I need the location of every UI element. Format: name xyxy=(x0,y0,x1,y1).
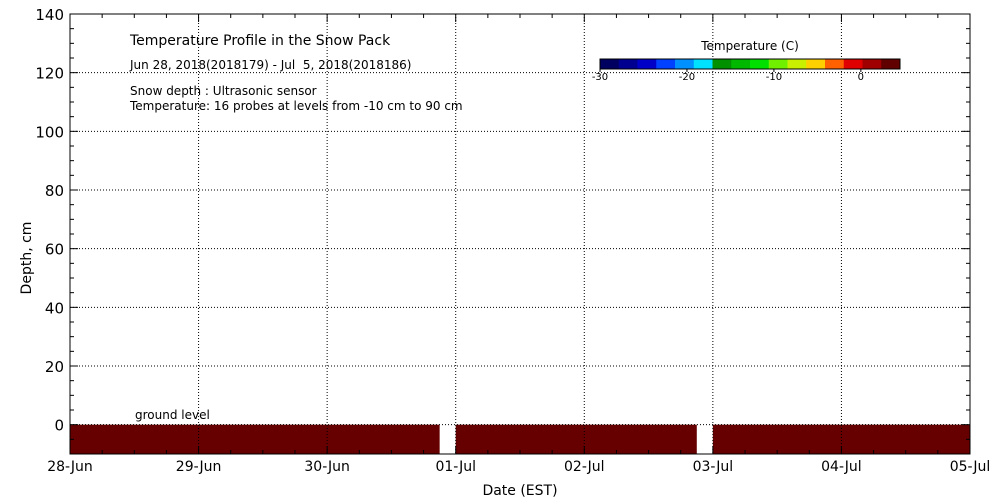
colorbar-swatch xyxy=(693,59,713,69)
y-tick-label: 0 xyxy=(54,417,64,435)
heatmap-data xyxy=(70,424,970,454)
colorbar-frame xyxy=(599,58,901,70)
y-tick-label: 140 xyxy=(35,6,64,24)
y-tick-label: 120 xyxy=(35,65,64,83)
colorbar-tick-label: 0 xyxy=(858,72,864,83)
x-tick-label: 01-Jul xyxy=(435,459,476,475)
colorbar-swatch xyxy=(656,59,676,69)
colorbar-swatch xyxy=(825,59,845,69)
colorbar-swatch xyxy=(712,59,732,69)
chart-subtitle: Jun 28, 2018(2018179) - Jul 5, 2018(2018… xyxy=(129,58,411,72)
colorbar-swatch xyxy=(731,59,751,69)
colorbar-title: Temperature (C) xyxy=(700,39,799,53)
note-snow-depth: Snow depth : Ultrasonic sensor xyxy=(130,84,317,98)
colorbar-swatch xyxy=(787,59,807,69)
heatmap-segment-2 xyxy=(455,424,697,454)
heatmap-segment-0 xyxy=(70,424,440,454)
y-tick-labels: 0 20 40 60 80 100 120 140 xyxy=(35,6,64,435)
colorbar-tick-label: -10 xyxy=(766,72,782,83)
x-tick-label: 04-Jul xyxy=(821,459,862,475)
y-tick-label: 60 xyxy=(45,241,64,259)
y-tick-label: 20 xyxy=(45,358,64,376)
colorbar-swatch xyxy=(750,59,770,69)
colorbar-swatch xyxy=(862,59,882,69)
colorbar-swatch xyxy=(881,59,901,69)
x-tick-label: 05-Jul xyxy=(950,459,991,475)
ground-level-label: ground level xyxy=(135,408,210,422)
colorbar-tick-labels: -30 -20 -10 0 xyxy=(592,69,864,83)
x-tick-label: 28-Jun xyxy=(47,459,93,475)
colorbar-swatch xyxy=(618,59,638,69)
x-tick-label: 02-Jul xyxy=(564,459,605,475)
colorbar-swatch xyxy=(843,59,863,69)
colorbar-swatch xyxy=(768,59,788,69)
colorbar-swatch xyxy=(600,59,620,69)
x-tick-label: 30-Jun xyxy=(304,459,350,475)
colorbar xyxy=(599,58,901,70)
x-tick-labels: 28-Jun 29-Jun 30-Jun 01-Jul 02-Jul 03-Jul 04-J… xyxy=(47,459,990,475)
x-tick-label: 03-Jul xyxy=(693,459,734,475)
y-tick-label: 40 xyxy=(45,299,64,317)
ticks xyxy=(70,14,970,454)
x-axis-label: Date (EST) xyxy=(482,483,557,499)
y-tick-label: 100 xyxy=(35,123,64,141)
colorbar-swatch xyxy=(806,59,826,69)
note-temperature: Temperature: 16 probes at levels from -1… xyxy=(129,99,463,113)
colorbar-tick-label: -30 xyxy=(592,72,608,83)
colorbar-swatch xyxy=(675,59,695,69)
grid xyxy=(70,14,970,454)
chart-title: Temperature Profile in the Snow Pack xyxy=(129,33,391,49)
colorbar-tick-label: -20 xyxy=(679,72,695,83)
plot-frame xyxy=(69,13,971,455)
colorbar-swatch xyxy=(637,59,657,69)
y-tick-label: 80 xyxy=(45,182,64,200)
x-tick-label: 29-Jun xyxy=(176,459,222,475)
y-axis-label: Depth, cm xyxy=(19,222,35,295)
